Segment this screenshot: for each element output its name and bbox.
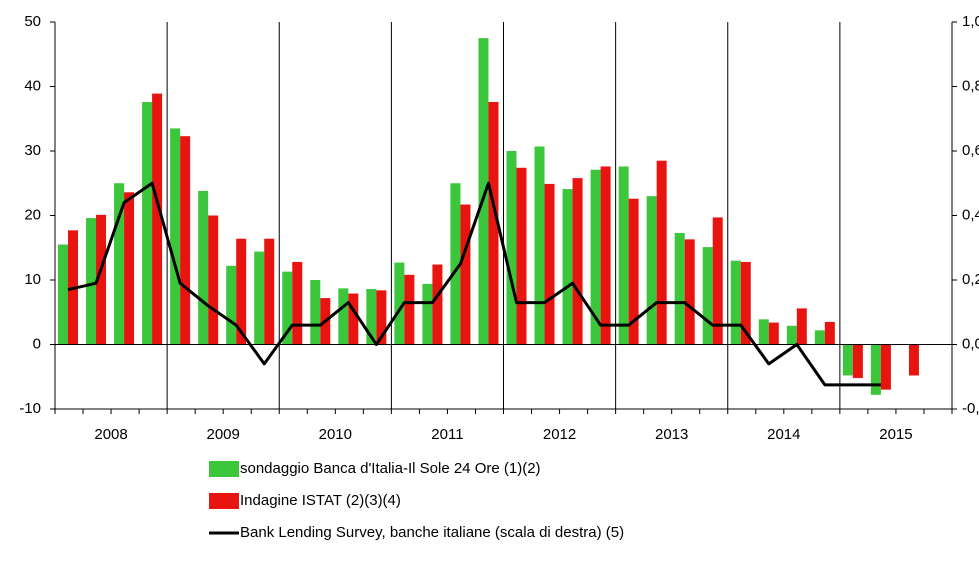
- x-tick-label: 2011: [431, 426, 463, 443]
- bar: [824, 321, 835, 345]
- y2-tick-label: 0,6: [962, 142, 979, 159]
- x-tick-label: 2014: [767, 426, 800, 443]
- bar: [254, 251, 265, 345]
- bar: [376, 290, 387, 345]
- bar: [170, 128, 181, 345]
- x-tick-label: 2010: [319, 426, 352, 443]
- bar: [814, 330, 825, 345]
- bar: [292, 261, 303, 345]
- bar: [208, 215, 219, 345]
- x-tick-label: 2008: [94, 426, 127, 443]
- y-tick-label: 10: [24, 271, 41, 288]
- bar: [786, 325, 797, 345]
- y-tick-label: 20: [24, 206, 41, 223]
- bar: [96, 214, 107, 345]
- bar: [740, 261, 751, 345]
- bar: [506, 151, 517, 345]
- bar: [198, 190, 209, 345]
- bar: [628, 198, 639, 345]
- y2-tick-label: 0,8: [962, 77, 979, 94]
- bar: [180, 136, 191, 345]
- bar: [730, 260, 741, 345]
- bar: [674, 232, 685, 345]
- x-tick-label: 2009: [207, 426, 240, 443]
- legend-swatch: [209, 461, 239, 477]
- legend-label: Bank Lending Survey, banche italiane (sc…: [240, 524, 624, 541]
- x-tick-label: 2015: [879, 426, 912, 443]
- bar: [600, 166, 611, 345]
- bar: [282, 271, 293, 345]
- y-tick-label: 30: [24, 142, 41, 159]
- bar: [394, 262, 405, 345]
- bar: [366, 289, 377, 345]
- bar: [516, 167, 527, 345]
- bar: [590, 169, 601, 345]
- y-tick-label: 40: [24, 77, 41, 94]
- bar: [768, 322, 779, 345]
- x-tick-label: 2013: [655, 426, 688, 443]
- bar: [702, 247, 713, 345]
- bar: [572, 178, 583, 345]
- bar: [86, 218, 97, 345]
- y2-tick-label: 0,4: [962, 206, 979, 223]
- bar: [114, 183, 125, 345]
- line-series: [67, 181, 881, 387]
- bar: [618, 166, 629, 345]
- bar: [348, 293, 359, 345]
- y-tick-label: 50: [24, 13, 41, 30]
- bar: [264, 238, 275, 345]
- y-tick-label: 0: [33, 335, 41, 352]
- bar: [534, 146, 545, 345]
- y2-tick-label: 0,0: [962, 335, 979, 352]
- bar: [908, 344, 919, 376]
- bar: [450, 183, 461, 345]
- bar: [880, 344, 891, 390]
- bar: [488, 101, 499, 345]
- x-tick-label: 2012: [543, 426, 576, 443]
- y-tick-label: -10: [19, 400, 41, 417]
- bar: [842, 344, 853, 376]
- bar: [870, 344, 881, 395]
- y2-tick-label: 1,0: [962, 13, 979, 30]
- bar: [404, 274, 415, 345]
- bar: [460, 204, 471, 345]
- bar: [758, 319, 769, 345]
- bar: [646, 196, 657, 345]
- bar: [656, 160, 667, 345]
- bar: [478, 38, 489, 345]
- bar: [58, 244, 68, 345]
- bar: [796, 308, 807, 345]
- bar: [152, 93, 163, 345]
- bar: [432, 264, 443, 345]
- bar: [684, 239, 695, 345]
- bar: [142, 101, 153, 345]
- bar: [544, 183, 555, 345]
- bar: [338, 288, 349, 345]
- legend-swatch: [209, 493, 239, 509]
- y2-tick-label: 0,2: [962, 271, 979, 288]
- bar: [562, 189, 573, 345]
- y2-tick-label: -0,2: [962, 400, 979, 417]
- bar: [422, 283, 433, 345]
- legend-label: sondaggio Banca d'Italia-Il Sole 24 Ore …: [240, 460, 541, 477]
- bar: [226, 265, 237, 345]
- bar: [712, 217, 723, 345]
- bar: [236, 238, 247, 345]
- legend-label: Indagine ISTAT (2)(3)(4): [240, 492, 401, 509]
- bar: [310, 280, 321, 345]
- bar: [124, 192, 135, 345]
- bar: [852, 344, 863, 379]
